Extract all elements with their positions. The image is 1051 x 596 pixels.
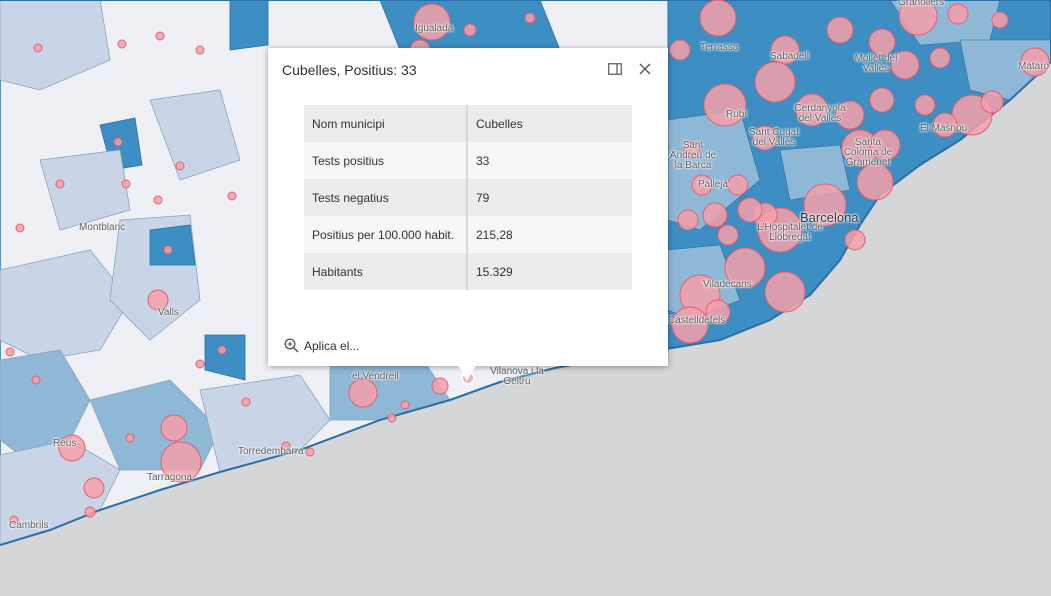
place-label: Cerdanyola del Vallès	[794, 103, 846, 124]
dock-icon	[608, 63, 622, 75]
feature-popup: Cubelles, Positius: 33 Nom municipi Cubel…	[268, 48, 668, 366]
popup-pointer	[458, 365, 476, 381]
zoom-in-icon	[284, 338, 299, 353]
place-label: Rubí	[726, 109, 748, 120]
attribute-key: Tests negatius	[304, 179, 468, 216]
attribute-value: 33	[476, 153, 490, 168]
table-row: Positius per 100.000 habit. 215,28	[304, 216, 632, 253]
place-label: Viladecans	[703, 279, 752, 290]
attribute-key: Positius per 100.000 habit.	[304, 216, 468, 253]
table-row: Tests positius 33	[304, 142, 632, 179]
place-label: Pallejà	[698, 179, 729, 190]
attribute-table: Nom municipi Cubelles Tests positius 33 Te…	[304, 105, 632, 290]
close-button[interactable]	[634, 58, 656, 80]
attribute-value: 215,28	[476, 227, 513, 242]
attribute-value: Cubelles	[476, 116, 523, 131]
place-label: Santa Coloma de Gramenet	[843, 137, 893, 168]
attribute-value: 15.329	[476, 264, 513, 279]
place-label: Torredembarra	[238, 446, 304, 457]
place-label: Igualada	[415, 23, 454, 34]
close-icon	[639, 63, 651, 75]
place-label: Vilanova i la Geltrú	[490, 366, 544, 387]
place-label: el Vendrell	[352, 371, 399, 382]
table-row: Habitants 15.329	[304, 253, 632, 290]
popup-title: Cubelles, Positius: 33	[282, 62, 417, 78]
table-row: Tests negatius 79	[304, 179, 632, 216]
attribute-value: 79	[476, 190, 490, 205]
place-label: Castelldefels	[668, 315, 726, 326]
place-label: Tarragona	[147, 472, 193, 483]
place-label: L'Hospitalet de Llobregat	[757, 222, 823, 243]
table-row: Nom municipi Cubelles	[304, 105, 632, 142]
place-label: Barcelona	[800, 210, 859, 225]
place-label: Sant Cugat del Vallès	[748, 127, 800, 148]
place-label: Mollet del Vallès	[854, 53, 898, 74]
place-label: Montblanc	[79, 222, 126, 233]
infection-circles	[5, 0, 1050, 525]
place-label: Mataró	[1018, 61, 1050, 72]
attribute-key: Nom municipi	[304, 105, 468, 142]
dock-button[interactable]	[604, 58, 626, 80]
zoom-to-action[interactable]: Aplica el...	[284, 338, 359, 353]
place-label: Granollers	[898, 0, 945, 8]
place-label: Cambrils	[9, 520, 49, 531]
place-label: Sant Andreu de la Barca	[669, 140, 717, 171]
zoom-to-label: Aplica el...	[304, 338, 360, 353]
place-label: Terrassa	[700, 42, 739, 53]
attribute-key: Tests positius	[304, 142, 468, 179]
place-label: El Masnou	[920, 123, 968, 134]
attribute-key: Habitants	[304, 253, 468, 290]
place-label: Reus	[53, 438, 77, 449]
place-label: Valls	[158, 307, 179, 318]
place-label: Sabadell	[770, 51, 809, 62]
